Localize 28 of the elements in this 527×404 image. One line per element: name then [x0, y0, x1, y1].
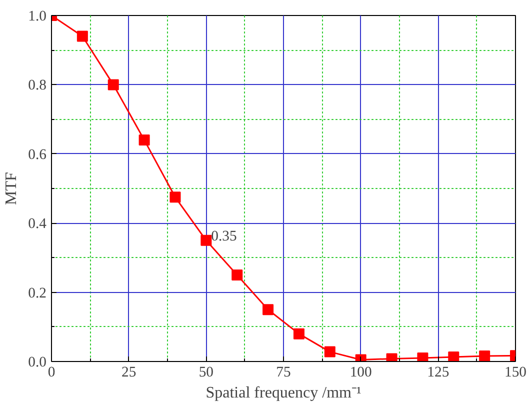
x-tick-label: 125	[427, 364, 450, 380]
x-tick-label: 150	[504, 364, 526, 380]
y-tick-label: 0.6	[28, 146, 47, 163]
point	[232, 270, 243, 280]
point	[108, 79, 119, 90]
x-tick-label: 0	[48, 364, 56, 380]
point	[170, 192, 181, 203]
x-axis-title: Spatial frequency /mm⁻¹	[206, 384, 362, 402]
x-tick-label: 75	[276, 364, 291, 380]
point	[417, 352, 428, 362]
y-tick-label: 0.8	[28, 78, 47, 94]
point	[324, 346, 336, 358]
point	[262, 304, 274, 316]
point	[448, 352, 460, 362]
x-tick-label: 100	[350, 364, 372, 380]
y-tick-label: 0.2	[28, 285, 47, 302]
point	[138, 134, 150, 146]
annotation: 0.35	[211, 228, 237, 244]
point	[293, 328, 304, 340]
x-tick-label: 50	[198, 364, 214, 380]
y-axis-title: MTF	[3, 172, 20, 205]
y-tick-label: 0.0	[28, 354, 47, 370]
x-tick-label: 25	[122, 364, 136, 380]
y-tick-label: 0.4	[28, 216, 48, 232]
point	[200, 234, 212, 246]
y-tick-label: 1.0	[28, 8, 47, 24]
point	[479, 350, 490, 362]
point	[76, 30, 88, 42]
